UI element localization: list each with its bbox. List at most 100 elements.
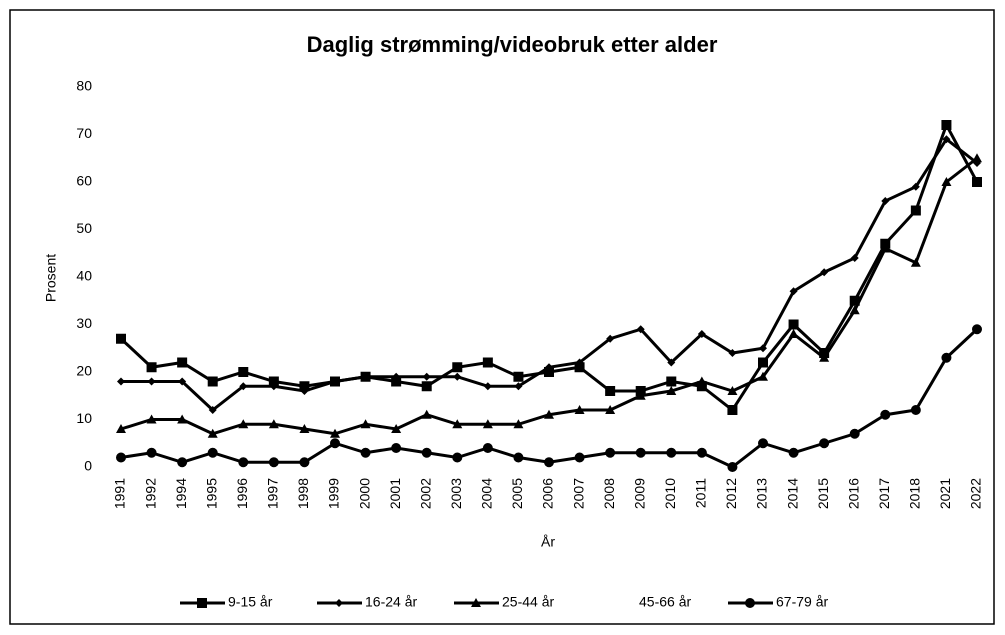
data-point [605, 447, 616, 458]
data-point [574, 405, 585, 414]
data-point [910, 257, 921, 267]
legend-label: 67-79 år [776, 594, 828, 610]
data-point [880, 409, 891, 420]
data-point [727, 405, 738, 415]
data-point [545, 363, 553, 372]
data-point [116, 333, 126, 344]
data-point [177, 414, 188, 424]
x-tick-label: 2008 [601, 478, 617, 509]
x-tick-label: 2021 [937, 478, 953, 509]
x-tick-label: 1995 [203, 478, 219, 509]
data-point [941, 120, 952, 130]
data-point [300, 387, 309, 395]
data-point [391, 443, 402, 453]
data-point [696, 447, 707, 458]
x-tick-label: 2016 [845, 478, 861, 509]
data-point [268, 376, 279, 387]
data-point [421, 381, 432, 392]
data-point [513, 452, 524, 463]
legend-marker [197, 598, 207, 608]
data-point [116, 424, 126, 433]
data-point [728, 349, 737, 357]
x-tick-label: 1996 [234, 478, 250, 509]
data-point [207, 376, 218, 387]
data-point [727, 462, 738, 472]
data-point [483, 382, 492, 391]
data-point [881, 197, 890, 205]
data-point [146, 362, 157, 373]
x-tick-label: 1994 [173, 478, 189, 509]
data-point [117, 377, 125, 386]
x-tick-label: 2004 [479, 478, 495, 509]
data-point [268, 419, 279, 429]
x-tick-label: 1999 [326, 478, 342, 509]
data-point [759, 344, 767, 353]
data-point [482, 443, 493, 453]
data-point [330, 438, 340, 449]
data-point [391, 424, 402, 433]
data-point [299, 381, 310, 392]
data-point [910, 405, 921, 415]
x-tick-label: 2017 [876, 478, 892, 509]
data-point [421, 447, 432, 458]
y-tick-label: 60 [76, 173, 92, 189]
legend-label: 25-44 år [502, 594, 554, 610]
data-point [696, 381, 707, 392]
data-point [911, 182, 920, 191]
x-tick-label: 2005 [509, 478, 525, 509]
x-tick-label: 2006 [540, 478, 556, 509]
x-tick-label: 2013 [754, 478, 770, 509]
x-tick-label: 1997 [265, 478, 281, 509]
data-point [666, 376, 677, 387]
data-point [514, 382, 523, 391]
x-tick-label: 2000 [356, 478, 372, 509]
data-point [819, 438, 830, 449]
data-point [788, 319, 799, 330]
data-point [452, 419, 463, 429]
x-tick-label: 2022 [968, 478, 984, 509]
data-point [574, 362, 585, 373]
x-tick-label: 2003 [448, 478, 464, 509]
data-point [941, 352, 952, 363]
data-point [269, 382, 278, 391]
data-point [360, 419, 371, 429]
y-tick-label: 70 [76, 125, 92, 141]
data-point [391, 376, 402, 387]
data-point [758, 357, 768, 368]
data-point [727, 386, 738, 395]
data-point [605, 386, 616, 396]
data-point [606, 334, 615, 343]
data-point [207, 428, 218, 438]
data-point [972, 177, 982, 187]
data-point [482, 419, 493, 429]
data-point [392, 372, 401, 381]
y-tick-label: 0 [84, 458, 92, 474]
data-point [666, 386, 677, 395]
data-point [788, 447, 799, 458]
x-tick-label: 2014 [784, 478, 800, 509]
data-point [789, 287, 798, 296]
data-point [544, 409, 554, 419]
data-point [788, 329, 799, 338]
x-tick-label: 2010 [662, 478, 678, 509]
data-point [146, 447, 157, 458]
data-point [452, 362, 463, 373]
chart-title: Daglig strømming/videobruk etter alder [307, 32, 718, 57]
data-point [635, 390, 646, 400]
data-point [452, 452, 463, 463]
data-point [910, 205, 921, 216]
x-tick-label: 2012 [723, 478, 739, 509]
data-point [666, 447, 677, 458]
data-point [238, 367, 249, 377]
data-point [238, 419, 249, 429]
x-tick-label: 2001 [387, 478, 403, 509]
y-tick-label: 50 [76, 220, 92, 236]
data-point [972, 324, 982, 335]
data-point [942, 135, 951, 144]
data-point [849, 305, 860, 315]
data-point [880, 243, 891, 253]
data-point [421, 409, 432, 419]
data-point [361, 372, 370, 381]
data-point [422, 372, 431, 381]
data-point [850, 254, 859, 262]
